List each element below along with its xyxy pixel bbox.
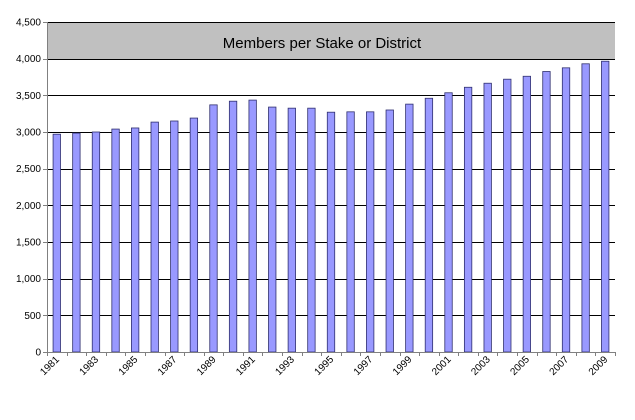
bar-2008	[581, 63, 590, 353]
bar-1982	[72, 132, 81, 353]
bar-2003	[483, 82, 492, 353]
y-tick-label: 1,500	[16, 238, 41, 249]
y-tick-label: 2,000	[16, 201, 41, 212]
bar-1994	[307, 107, 316, 353]
x-tick-label: 1983	[78, 354, 102, 378]
bar-1983	[91, 131, 101, 353]
x-tick-label: 2009	[587, 354, 611, 378]
y-tick-labels: 0 500 1,000 1,500 2,000 2,500 3,000 3,500 4,000 4…	[16, 18, 41, 359]
bar-1987	[170, 120, 179, 353]
y-tick-label: 0	[35, 348, 41, 359]
x-tick-label: 1999	[391, 354, 415, 378]
bar-1996	[346, 111, 355, 353]
y-tick-label: 2,500	[16, 164, 41, 175]
bar-2006	[542, 71, 551, 353]
bar-1986	[150, 121, 159, 353]
axes	[43, 22, 616, 356]
bar-2009	[601, 60, 610, 353]
x-tick-label: 2001	[430, 354, 454, 378]
bar-1997	[366, 111, 375, 353]
bar-1985	[131, 127, 140, 353]
x-tick-label: 1991	[234, 354, 258, 378]
x-tick-label: 1993	[273, 354, 297, 378]
x-tick-labels: 1981 1983 1985 1987 1989 1991 1993 1995 1997 1999…	[38, 354, 610, 378]
y-tick-label: 500	[24, 311, 41, 322]
bar-2005	[522, 75, 531, 353]
x-tick-label: 1987	[156, 354, 180, 378]
bar-1988	[189, 117, 199, 353]
bar-2007	[561, 67, 571, 353]
bar-1993	[287, 107, 296, 353]
y-tick-label: 3,000	[16, 128, 41, 139]
bar-2000	[424, 97, 434, 353]
bar-1995	[326, 111, 336, 353]
bar-1990	[228, 100, 238, 353]
bar-2004	[503, 78, 512, 353]
bar-1989	[209, 104, 218, 353]
bar-2001	[444, 92, 453, 353]
title-band	[47, 22, 615, 59]
bar-1999	[405, 103, 414, 353]
y-tick-label: 4,000	[16, 54, 41, 65]
bar-2002	[463, 86, 473, 353]
chart-title: Members per Stake or District	[223, 35, 422, 52]
x-tick-label: 1981	[38, 354, 62, 378]
x-tick-label: 1997	[352, 354, 376, 378]
bars	[52, 60, 610, 353]
bar-1998	[385, 109, 394, 353]
bar-1992	[268, 106, 277, 353]
x-tick-label: 2007	[548, 354, 572, 378]
x-tick-label: 1995	[313, 354, 337, 378]
x-tick-label: 1985	[117, 354, 141, 378]
x-tick-label: 2003	[469, 354, 493, 378]
y-tick-label: 3,500	[16, 91, 41, 102]
bar-1984	[111, 128, 120, 353]
x-tick-label: 1989	[195, 354, 219, 378]
bar-1991	[248, 99, 257, 353]
bar-1981	[52, 133, 61, 353]
y-tick-label: 1,000	[16, 274, 41, 285]
x-tick-label: 2005	[508, 354, 532, 378]
y-tick-label: 4,500	[16, 18, 41, 29]
